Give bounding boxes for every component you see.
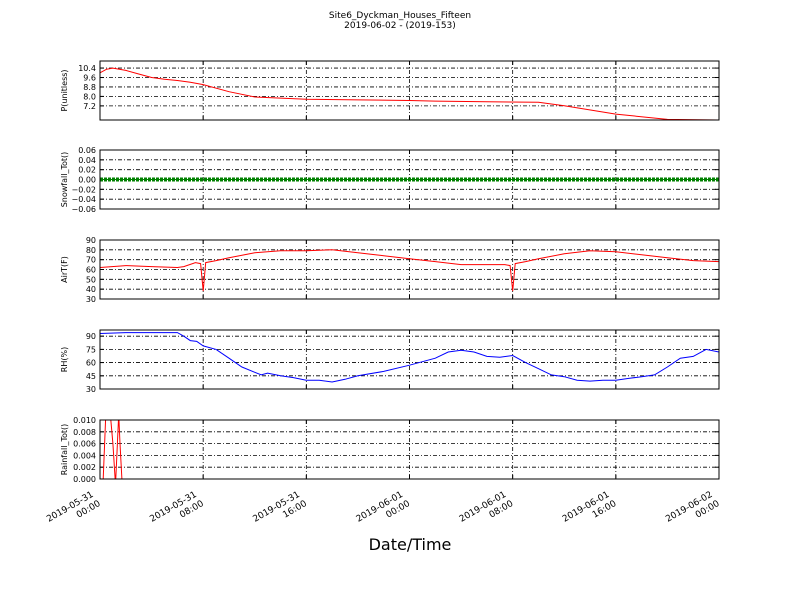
series-line [100,249,719,292]
y-tick-label: 0.008 [73,428,96,437]
panel-frame [99,60,720,121]
y-tick-label: 0.04 [78,156,96,165]
y-tick-label: 0.00 [78,176,96,185]
y-tick-label: 9.6 [83,74,96,83]
y-tick-label: 0.02 [78,166,96,175]
y-tick-label: 60 [86,266,96,275]
y-tick-label: 75 [86,345,96,354]
y-tick-label: 0.002 [73,463,96,472]
y-tick-label: −0.04 [71,195,96,204]
chart-subtitle: 2019-06-02 - (2019-153) [344,21,456,31]
y-axis-label: Rainfall_Tot() [60,424,69,476]
y-tick-label: 0.004 [73,451,96,460]
y-tick-label: 0.000 [73,475,96,484]
panel-frame [99,329,720,390]
y-tick-label: 0.06 [78,146,96,155]
chart-title: Site6_Dyckman_Houses_Fifteen [328,11,472,21]
y-tick-label: 40 [86,285,96,294]
panel-frame [99,419,720,480]
y-axis-label: P(unitless) [60,69,69,111]
series-line [100,420,719,479]
y-tick-label: 50 [86,275,96,284]
x-axis-label: Date/Time [369,535,452,554]
y-tick-label: −0.06 [71,205,96,214]
y-tick-label: 80 [86,246,96,255]
y-axis-label: Snowfall_Tot() [60,152,69,208]
y-tick-label: 7.2 [83,102,96,111]
y-tick-label: 0.006 [73,440,96,449]
y-tick-label: 0.010 [73,416,96,425]
y-tick-label: 30 [86,385,96,394]
y-tick-label: 45 [86,372,96,381]
y-axis-label: AirT(F) [60,256,69,283]
series-line [100,67,719,120]
y-tick-label: 8.8 [83,83,96,92]
panel-frame [99,239,720,300]
y-tick-label: 10.4 [78,64,96,73]
y-tick-label: 60 [86,359,96,368]
y-tick-label: 70 [86,256,96,265]
y-tick-label: 90 [86,236,96,245]
y-tick-label: 8.0 [83,92,96,101]
y-tick-label: 30 [86,295,96,304]
series-line [100,332,719,383]
y-axis-label: RH(%) [60,347,69,372]
y-tick-label: −0.02 [71,185,96,194]
y-tick-label: 90 [86,332,96,341]
panel-frame [99,149,720,210]
